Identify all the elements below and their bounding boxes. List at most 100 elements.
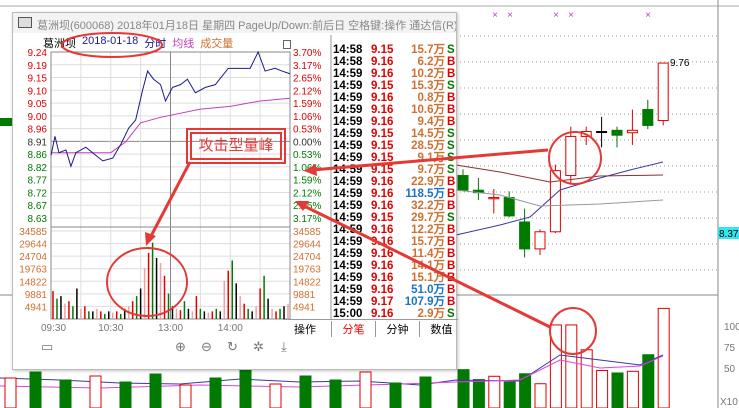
- volume-bar: [419, 376, 432, 408]
- trade-volume: 12.2万: [411, 224, 445, 236]
- candle: [565, 135, 577, 177]
- trade-volume: 32.2万: [411, 200, 445, 212]
- trade-direction: S: [447, 152, 455, 164]
- trade-price: 9.15: [371, 140, 394, 152]
- time-axis-label: 14:00: [218, 323, 243, 334]
- tab-2[interactable]: 分钟: [375, 321, 419, 337]
- price-axis-label: 9.15: [28, 74, 48, 85]
- trade-direction: B: [447, 260, 456, 272]
- trade-time: 14:59: [333, 224, 363, 236]
- trade-row: 14:59 9.16 51.0万 B: [331, 284, 457, 296]
- trade-volume: 6.2万: [417, 56, 446, 68]
- trade-price: 9.16: [371, 248, 394, 260]
- vol-axis-label: 75: [724, 343, 736, 354]
- trade-price: 9.16: [371, 236, 394, 248]
- trade-row: 14:59 9.16 14.1万 B: [331, 260, 457, 272]
- candle: [488, 197, 500, 200]
- volume-bar: [209, 377, 222, 408]
- signal-marker: ×: [507, 10, 513, 21]
- trade-time: 14:59: [333, 104, 363, 116]
- candle: [457, 175, 469, 191]
- trade-price: 9.16: [371, 56, 394, 68]
- trade-direction: B: [447, 200, 456, 212]
- volume-bar: [89, 375, 102, 408]
- volume-bar: [565, 324, 578, 408]
- vol-ma-line: [0, 355, 664, 389]
- volume-bar: [472, 379, 485, 408]
- price-line: [50, 50, 291, 168]
- trade-time: 14:59: [333, 128, 363, 140]
- trade-volume: 14.1万: [411, 260, 445, 272]
- price-axis-label: 8.91: [28, 137, 48, 148]
- trade-time: 14:58: [333, 56, 363, 68]
- magic-icon[interactable]: ✲: [253, 339, 264, 354]
- trade-direction: B: [447, 56, 456, 68]
- chart-frame: [50, 51, 291, 320]
- candle: [534, 231, 546, 250]
- trade-time: 14:59: [333, 260, 363, 272]
- trade-price: 9.15: [371, 212, 394, 224]
- candle: [503, 197, 515, 217]
- trade-direction: S: [447, 80, 455, 92]
- time-axis-label: 09:30: [41, 323, 66, 334]
- trade-volume: 9.7万: [417, 164, 446, 176]
- pct-axis-label: 0.53%: [293, 150, 321, 161]
- trade-price: 9.16: [371, 116, 394, 128]
- trade-row: 14:58 9.16 6.2万 B: [331, 56, 457, 68]
- trade-volume: 11.4万: [411, 248, 445, 260]
- volume-bar: [549, 324, 562, 408]
- trade-row: 14:59 9.15 15.3万 S: [331, 80, 457, 92]
- time-axis-label: 10:30: [98, 323, 123, 334]
- volume-bar: [503, 381, 516, 408]
- trade-volume: 15.7万: [411, 44, 445, 56]
- volume-bar: [29, 371, 42, 408]
- volume-bar: [359, 371, 372, 408]
- trade-time: 14:59: [333, 152, 363, 164]
- trade-volume: 28.5万: [411, 140, 445, 152]
- pct-axis-label: 1.06%: [293, 112, 321, 123]
- refresh-icon[interactable]: ↻: [227, 339, 238, 354]
- save-icon[interactable]: ▭: [41, 339, 54, 354]
- volume-bar: [626, 370, 639, 408]
- trade-time: 14:59: [333, 164, 363, 176]
- panel-toggle-icon[interactable]: [283, 40, 291, 49]
- pct-axis-label: 1.59%: [293, 99, 321, 110]
- trade-row: 14:59 9.16 11.4万 B: [331, 248, 457, 260]
- signal-marker: ×: [645, 10, 651, 21]
- pct-axis-label: 0.53%: [293, 125, 321, 136]
- trade-price: 9.16: [371, 188, 394, 200]
- tab-0[interactable]: 操作: [294, 324, 316, 336]
- trade-direction: B: [447, 104, 456, 116]
- window-title: 葛洲坝(600068) 2018年01月18日 星期四 PageUp/Down:…: [13, 13, 456, 33]
- candle: [580, 131, 592, 137]
- trade-direction: B: [447, 68, 456, 80]
- trade-volume: 15.1万: [411, 272, 445, 284]
- tab-1[interactable]: 分笔: [331, 321, 375, 337]
- pct-axis-label: 3.70%: [293, 48, 321, 59]
- volume-bar: [59, 379, 72, 408]
- trade-price: 9.16: [371, 68, 394, 80]
- trade-time: 14:59: [333, 212, 363, 224]
- trade-time: 14:59: [333, 92, 363, 104]
- download-icon[interactable]: ⤓: [281, 339, 287, 354]
- vol-axis-label: 4941: [293, 302, 316, 313]
- price-axis-label: 9.19: [28, 61, 48, 72]
- avg-price-line: [51, 97, 291, 154]
- zoom-out-icon[interactable]: ⊖: [201, 339, 212, 354]
- current-price-badge: [718, 227, 739, 239]
- trade-time: 14:59: [333, 284, 363, 296]
- tab-3[interactable]: 数值: [419, 321, 463, 337]
- trade-volume: 29.7万: [411, 212, 445, 224]
- vol-axis-label: 50: [724, 364, 736, 375]
- trade-direction: S: [447, 140, 455, 152]
- trade-volume: 51.0万: [411, 284, 445, 296]
- time-axis-label: 13:00: [158, 323, 183, 334]
- trade-direction: B: [447, 224, 456, 236]
- trade-price: 9.15: [371, 80, 394, 92]
- price-axis-label: 8.72: [28, 188, 48, 199]
- zoom-in-icon[interactable]: ⊕: [175, 339, 186, 354]
- trade-time: 14:59: [333, 116, 363, 128]
- annotation-box: 攻击型量峰: [186, 128, 286, 164]
- current-price-label: 8.37: [719, 229, 739, 240]
- vol-axis-label: 14822: [19, 277, 47, 288]
